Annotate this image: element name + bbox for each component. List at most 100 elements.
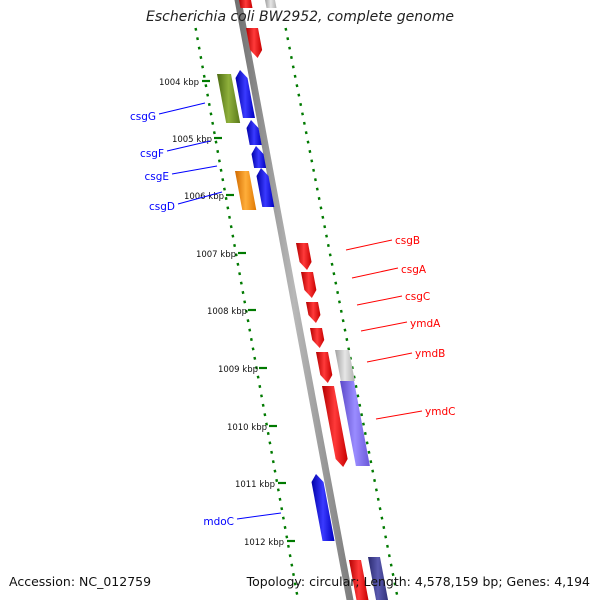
gc-skew-dot-left [295,591,299,595]
gc-skew-dot-left [197,46,201,50]
gc-skew-dot-right [321,215,325,219]
gc-skew-dot-right [347,347,351,351]
gc-skew-dot-right [310,159,314,163]
gc-skew-dot-left [214,140,218,144]
ruler-tick-label: 1004 kbp [159,78,199,88]
gc-skew-dot-right [393,582,397,586]
gc-skew-dot-right [369,460,373,464]
reverse-gene-marker [246,120,262,145]
ruler-tick-label: 1009 kbp [218,365,258,375]
gc-skew-dot-right [374,488,378,492]
gc-skew-dot-right [301,112,304,116]
gc-skew-dot-left [206,93,210,97]
gc-skew-dot-left [248,328,252,332]
gc-skew-dot-left [238,272,242,276]
ruler-tick-label: 1011 kbp [235,480,275,490]
feature-marker [265,0,277,8]
gc-skew-dot-left [226,206,230,210]
gc-skew-dot-left [234,253,238,257]
gc-skew-dot-left [233,243,237,248]
gc-skew-dot-right [362,422,365,426]
forward-gene-marker [296,243,312,270]
gc-skew-dot-right [343,328,347,332]
gc-skew-dot-right [295,84,299,88]
ruler-tick-label: 1007 kbp [196,250,236,260]
gc-skew-dot-left [211,121,215,125]
genome-backbone [234,0,354,600]
gc-skew-dot-left [292,572,295,577]
ruler-tick-label: 1012 kbp [244,538,284,548]
gc-skew-dot-left [254,366,258,370]
gene-label-leader [375,410,423,420]
gc-skew-dot-right [334,281,338,285]
gene-label: csgF [140,148,164,160]
gc-skew-dot-left [273,469,277,473]
gc-skew-dot-right [382,525,386,530]
gc-skew-dot-left [239,281,243,285]
gc-skew-dot-left [263,413,267,417]
reverse-gene-marker [251,146,267,168]
gc-skew-dot-left [283,525,287,530]
gc-skew-dot-left [285,535,289,539]
gc-skew-dot-right [302,121,306,125]
gc-skew-dot-left [265,422,269,426]
gc-skew-dot-right [323,225,327,229]
gc-skew-dot-right [308,149,312,154]
reverse-gene-marker [256,168,275,207]
gc-skew-dot-left [224,196,228,201]
gc-skew-dot-left [280,507,284,511]
gc-skew-dot-left [241,290,245,295]
gene-label: ymdC [425,406,455,418]
gc-skew-dot-left [260,394,263,398]
gene-label: csgG [130,111,156,123]
gene-label-leader [171,165,218,175]
gene-label-leader [177,191,223,205]
gene-label-leader [366,352,413,363]
forward-gene-marker [301,272,317,298]
forward-gene-marker [239,0,253,8]
forward-gene-marker [322,386,348,467]
ruler-tick-label: 1010 kbp [227,423,267,433]
gene-label-leader [166,140,211,152]
gc-skew-dot-right [332,272,336,276]
gene-label: csgE [144,171,169,183]
gc-skew-dot-left [216,149,220,154]
gc-skew-dot-left [271,460,275,464]
feature-marker [340,381,370,466]
gc-skew-dot-right [330,262,334,266]
gc-skew-dot-right [356,394,360,398]
feature-marker [335,350,355,381]
ruler-tick-label: 1008 kbp [207,307,247,317]
gc-skew-dot-left [221,178,225,182]
gc-skew-dot-right [325,234,328,238]
gc-skew-dot-left [275,478,279,483]
gene-label-leader [356,295,403,306]
gc-skew-dot-left [278,497,282,501]
gc-skew-dot-right [312,168,316,172]
gc-skew-dot-right [378,507,382,511]
gc-skew-dot-right [384,535,388,539]
gc-skew-dot-left [288,554,292,558]
gc-skew-dot-left [204,84,208,88]
feature-marker [217,74,241,123]
gc-skew-dot-right [386,544,389,548]
gc-skew-dot-left [286,544,290,548]
gc-skew-dot-left [246,319,250,323]
gc-skew-dot-right [350,366,354,370]
gc-skew-dot-left [251,347,255,351]
gene-label-leader [345,239,393,251]
gc-skew-dot-left [270,450,274,454]
reverse-gene-marker [235,70,255,118]
gc-skew-dot-right [367,450,371,454]
gc-skew-dot-right [341,319,345,323]
gc-skew-dot-right [371,469,375,473]
gene-label: mdoC [203,516,234,528]
gc-skew-dot-right [291,65,295,69]
gene-label-leader [351,267,399,279]
gene-label: csgD [149,201,175,213]
gc-skew-dot-right [337,300,341,304]
accession-label: Accession: NC_012759 [9,574,152,589]
gc-skew-dot-right [391,572,395,577]
gc-skew-dot-right [363,431,367,436]
gene-label-leader [236,512,282,520]
